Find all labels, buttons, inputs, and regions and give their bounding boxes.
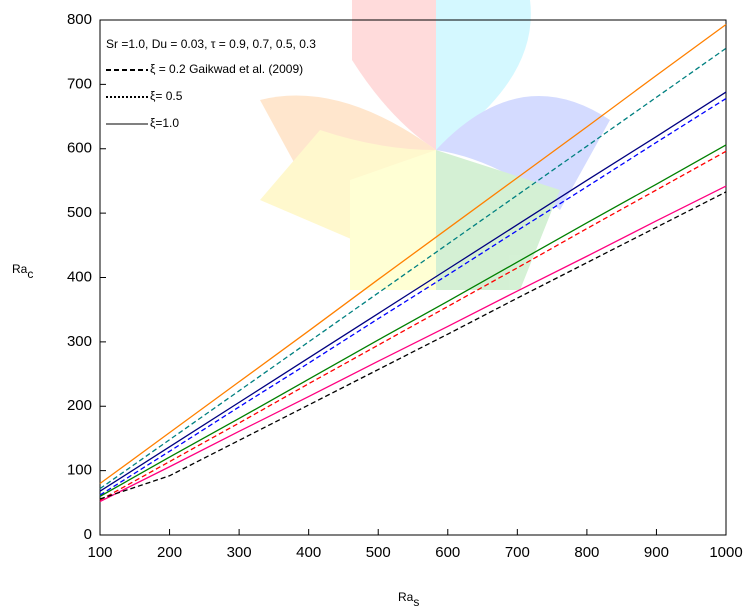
legend-label: ξ= 0.5	[150, 89, 183, 103]
series-line	[99, 97, 727, 496]
y-tick-label: 300	[67, 333, 92, 350]
x-tick-label: 1000	[709, 544, 742, 561]
y-tick-label: 200	[67, 397, 92, 414]
series-line	[99, 185, 727, 503]
y-label-text: Ra	[12, 262, 28, 276]
y-tick-label: 800	[67, 11, 92, 28]
watermark	[260, 0, 610, 290]
y-tick-label: 600	[67, 140, 92, 157]
x-tick-label: 600	[435, 544, 460, 561]
x-label-text: Ra	[398, 590, 414, 604]
y-tick-label: 100	[67, 462, 92, 479]
annotation: Sr =1.0, Du = 0.03, τ = 0.9, 0.7, 0.5, 0…	[106, 37, 316, 51]
x-tick-label: 500	[366, 544, 391, 561]
x-label-sub: s	[413, 595, 419, 609]
y-tick-label: 0	[84, 526, 92, 543]
x-tick-label: 100	[87, 544, 112, 561]
series-line	[99, 23, 727, 485]
legend: ξ = 0.2 Gaikwad et al. (2009) ξ= 0.5 ξ=1.0	[106, 62, 303, 130]
y-tick-label: 400	[67, 268, 92, 285]
x-tick-label: 400	[296, 544, 321, 561]
x-tick-label: 700	[505, 544, 530, 561]
y-axis-label: Rac	[12, 262, 33, 281]
series-line	[99, 91, 727, 492]
x-tick-label: 200	[157, 544, 182, 561]
x-tick-label: 900	[644, 544, 669, 561]
y-label-sub: c	[27, 267, 33, 281]
x-axis-label: Ras	[398, 590, 419, 609]
x-tick-label: 300	[227, 544, 252, 561]
legend-label: ξ = 0.2 Gaikwad et al. (2009)	[150, 62, 303, 76]
y-tick-label: 700	[67, 75, 92, 92]
x-tick-label: 800	[574, 544, 599, 561]
series-line	[99, 144, 727, 497]
legend-label: ξ=1.0	[150, 116, 179, 130]
y-tick-label: 500	[67, 204, 92, 221]
series-line	[99, 191, 727, 500]
